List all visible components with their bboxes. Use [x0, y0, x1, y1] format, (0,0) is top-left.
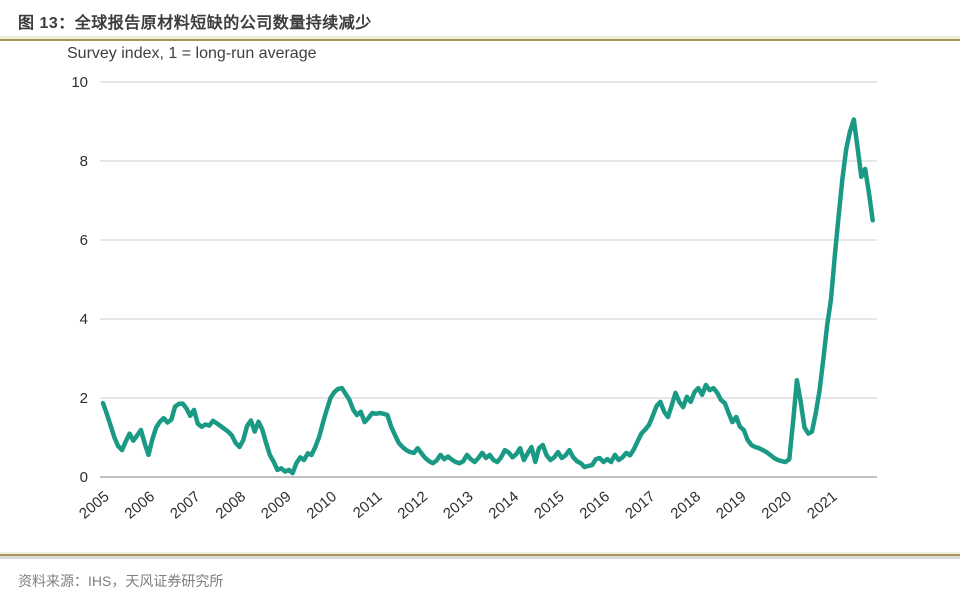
x-tick-label: 2013	[440, 488, 476, 522]
x-axis-labels: 2005 2006 2007 2008 2009 2010 2011 2012 2013 2014…	[76, 488, 840, 522]
y-tick-label: 4	[80, 311, 88, 328]
figure-title: 图 13：全球报告原材料短缺的公司数量持续减少	[18, 15, 372, 32]
x-tick-label: 2020	[759, 488, 795, 522]
x-tick-label: 2016	[577, 488, 613, 522]
header-rule	[0, 36, 960, 41]
source-note: 资料来源：IHS，天风证券研究所	[18, 573, 224, 589]
x-tick-label: 2021	[804, 488, 840, 522]
x-tick-label: 2010	[304, 488, 340, 522]
y-axis-labels: 0 2 4 6 8 10	[71, 74, 88, 486]
gridlines	[100, 81, 877, 478]
x-tick-label: 2015	[531, 488, 567, 522]
footer-rule	[0, 552, 960, 556]
x-tick-label: 2008	[213, 488, 249, 522]
x-tick-label: 2007	[167, 488, 203, 522]
x-tick-label: 2011	[350, 488, 386, 522]
x-tick-label: 2012	[395, 488, 431, 522]
x-tick-label: 2006	[122, 488, 158, 522]
x-tick-label: 2009	[258, 488, 294, 522]
y-tick-label: 6	[80, 232, 88, 249]
x-tick-label: 2005	[76, 488, 112, 522]
x-tick-label: 2018	[668, 488, 704, 522]
x-tick-label: 2019	[713, 488, 749, 522]
chart-subtitle: Survey index, 1 = long-run average	[67, 45, 317, 62]
y-tick-label: 0	[80, 469, 88, 486]
x-tick-label: 2014	[486, 488, 522, 522]
survey-index-line	[100, 117, 875, 476]
y-tick-label: 8	[80, 153, 88, 170]
y-tick-label: 2	[80, 390, 88, 407]
y-tick-label: 10	[71, 74, 88, 91]
x-tick-label: 2017	[622, 488, 658, 522]
